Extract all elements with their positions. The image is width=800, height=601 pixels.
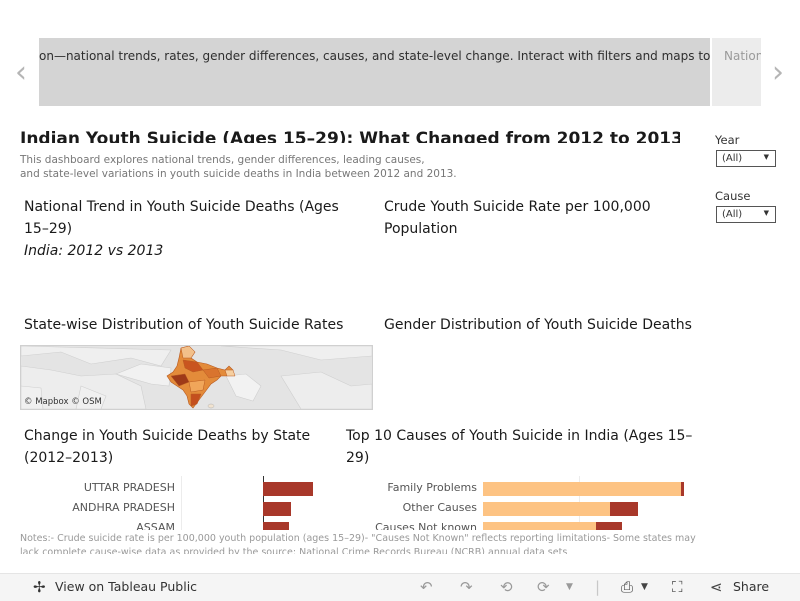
year-filter-dropdown[interactable]: (All) ▼ bbox=[716, 150, 776, 167]
cause-bar-causes-not-known-segment-1[interactable] bbox=[483, 522, 596, 530]
fullscreen-icon[interactable]: ⛶ bbox=[672, 578, 683, 596]
state-map-sheet-title: State-wise Distribution of Youth Suicide… bbox=[24, 317, 344, 333]
story-point-next[interactable]: Nation bbox=[712, 38, 761, 106]
dashboard-subtitle: This dashboard explores national trends,… bbox=[20, 153, 457, 181]
cause-bar-other-causes-segment-2[interactable] bbox=[610, 502, 638, 516]
year-filter-label: Year bbox=[715, 133, 740, 147]
map-graphic bbox=[21, 346, 372, 409]
crude-rate-title-line-2: Population bbox=[384, 221, 458, 237]
national-trend-subtitle: India: 2012 vs 2013 bbox=[24, 243, 164, 259]
share-icon[interactable]: ⋖ bbox=[710, 578, 723, 596]
share-button[interactable]: Share bbox=[733, 579, 770, 594]
crude-rate-sheet-title: Crude Youth Suicide Rate per 100,000 Pop… bbox=[384, 196, 651, 240]
state-chart-gridline bbox=[181, 476, 182, 530]
cause-bar-family-problems-segment-2[interactable] bbox=[681, 482, 684, 496]
state-bar-andhra-pradesh[interactable] bbox=[263, 502, 291, 516]
state-choropleth-map[interactable]: © Mapbox © OSM bbox=[20, 345, 373, 410]
story-point-current[interactable]: on—national trends, rates, gender differ… bbox=[39, 38, 710, 106]
notes-container: Notes:- Crude suicide rate is per 100,00… bbox=[20, 530, 700, 554]
state-bar-assam[interactable] bbox=[263, 522, 289, 530]
subtitle-line-1: This dashboard explores national trends,… bbox=[20, 154, 425, 166]
cause-label-causes-not-known: Causes Not known bbox=[375, 521, 477, 530]
state-change-sheet-title: Change in Youth Suicide Deaths by State … bbox=[24, 425, 310, 469]
national-trend-title-line-1: National Trend in Youth Suicide Deaths (… bbox=[24, 199, 339, 215]
state-bar-uttar-pradesh[interactable] bbox=[263, 482, 313, 496]
national-trend-title-line-2: 15–29) bbox=[24, 221, 73, 237]
download-icon[interactable]: ⎙ bbox=[621, 578, 634, 596]
download-dropdown-icon[interactable]: ▼ bbox=[641, 582, 648, 592]
redo-icon[interactable]: ↷ bbox=[460, 578, 473, 596]
cause-bar-causes-not-known-segment-2[interactable] bbox=[596, 522, 622, 530]
chevron-down-icon: ▼ bbox=[763, 209, 769, 217]
cause-bar-other-causes-segment-1[interactable] bbox=[483, 502, 610, 516]
cause-filter-value: (All) bbox=[722, 209, 743, 220]
view-on-tableau-public-link[interactable]: View on Tableau Public bbox=[55, 579, 198, 594]
tableau-logo-icon: ✢ bbox=[33, 578, 46, 596]
tableau-toolbar: ✢ View on Tableau Public ↶ ↷ ⟲ ⟳ ▼ | ⎙ ▼… bbox=[0, 573, 800, 601]
top-causes-title-line-2: 29) bbox=[346, 450, 370, 466]
year-filter-value: (All) bbox=[722, 153, 743, 164]
map-credit[interactable]: © Mapbox © OSM bbox=[24, 397, 102, 407]
state-label-assam: ASSAM bbox=[136, 521, 175, 530]
dashboard-title: Indian Youth Suicide (Ages 15–29): What … bbox=[20, 129, 680, 143]
top-causes-bar-chart: Family Problems Other Causes Causes Not kn… bbox=[346, 476, 700, 530]
cause-bar-family-problems-segment-1[interactable] bbox=[483, 482, 681, 496]
cause-label-other-causes: Other Causes bbox=[402, 501, 477, 514]
story-next-arrow[interactable]: › bbox=[772, 55, 784, 90]
state-label-uttar-pradesh: UTTAR PRADESH bbox=[83, 481, 175, 494]
story-point-caption: on—national trends, rates, gender differ… bbox=[39, 49, 710, 63]
cause-filter-label: Cause bbox=[715, 189, 751, 203]
crude-rate-title-line-1: Crude Youth Suicide Rate per 100,000 bbox=[384, 199, 651, 215]
undo-icon[interactable]: ↶ bbox=[420, 578, 433, 596]
story-prev-arrow[interactable]: ‹ bbox=[15, 55, 27, 90]
refresh-icon[interactable]: ⟳ bbox=[537, 578, 550, 596]
story-point-next-caption: Nation bbox=[724, 49, 761, 63]
top-causes-title-line-1: Top 10 Causes of Youth Suicide in India … bbox=[346, 428, 693, 444]
gender-sheet-title: Gender Distribution of Youth Suicide Dea… bbox=[384, 317, 692, 333]
state-change-title-line-1: Change in Youth Suicide Deaths by State bbox=[24, 428, 311, 444]
chevron-down-icon: ▼ bbox=[763, 153, 769, 161]
revert-icon[interactable]: ⟲ bbox=[500, 578, 513, 596]
refresh-dropdown-icon[interactable]: ▼ bbox=[566, 582, 573, 592]
national-trend-sheet-title: National Trend in Youth Suicide Deaths (… bbox=[24, 196, 339, 262]
state-change-bar-chart: UTTAR PRADESH ANDHRA PRADESH ASSAM bbox=[20, 476, 340, 530]
notes-text: Notes:- Crude suicide rate is per 100,00… bbox=[20, 533, 696, 554]
cause-label-family-problems: Family Problems bbox=[387, 481, 477, 494]
toolbar-divider: | bbox=[595, 578, 601, 596]
top-causes-sheet-title: Top 10 Causes of Youth Suicide in India … bbox=[346, 425, 692, 469]
state-change-title-line-2: (2012–2013) bbox=[24, 450, 114, 466]
subtitle-line-2: and state-level variations in youth suic… bbox=[20, 168, 457, 180]
dashboard-title-container: Indian Youth Suicide (Ages 15–29): What … bbox=[20, 126, 680, 143]
state-label-andhra-pradesh: ANDHRA PRADESH bbox=[72, 501, 175, 514]
cause-filter-dropdown[interactable]: (All) ▼ bbox=[716, 206, 776, 223]
